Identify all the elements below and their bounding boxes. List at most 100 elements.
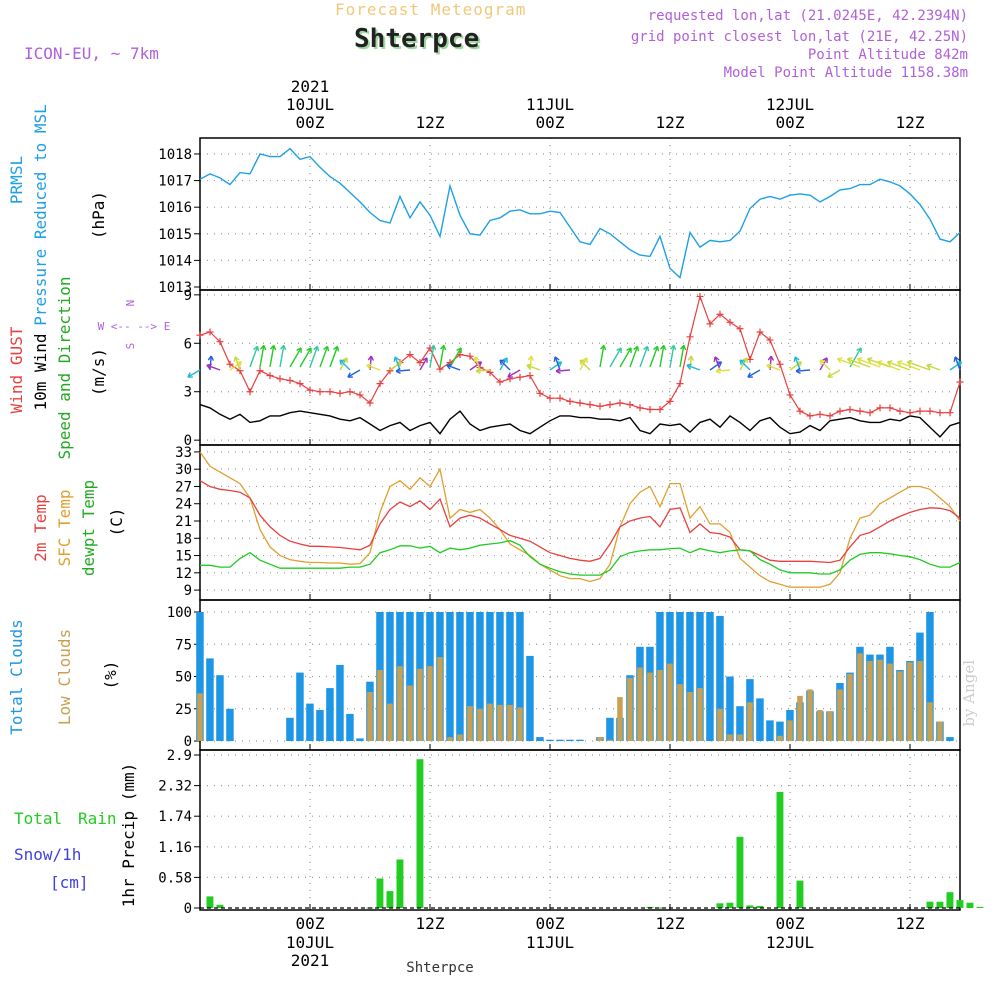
wind-arrow-head	[526, 363, 532, 370]
wind-arrow-head	[553, 356, 560, 362]
sfc-temp-line	[199, 451, 961, 588]
wind-arrow-head	[555, 367, 561, 375]
y-tick-label: 2.32	[158, 779, 192, 795]
low-cloud-bar	[427, 666, 433, 741]
wind-direction-arrow	[669, 345, 675, 368]
wind-arrow-head	[422, 357, 428, 363]
wind-arrow-head	[187, 372, 193, 378]
total-cloud-bar	[766, 720, 774, 741]
rain-bar	[206, 896, 214, 908]
low-cloud-bar	[657, 670, 663, 741]
wind10-label: 10m Wind	[31, 333, 50, 410]
y-tick-label: 1016	[158, 200, 192, 216]
low-cloud-bar	[407, 685, 413, 741]
pressure-unit-label: (hPa)	[89, 191, 108, 239]
t2m-label: 2m Temp	[31, 494, 50, 561]
wind-direction-arrow	[689, 355, 692, 371]
day-label-bottom: 12JUL	[766, 933, 814, 952]
y-tick-label: 3	[184, 385, 192, 401]
y-tick-label: 6	[184, 336, 192, 352]
wind-direction-arrow	[714, 356, 721, 371]
x-tick-label-bottom: 00Z	[776, 914, 805, 933]
low-cloud-bar	[797, 695, 803, 741]
y-tick-label: 1015	[158, 227, 192, 243]
wind-direction-arrow	[747, 369, 761, 378]
wind-direction-label: Speed and Direction	[55, 276, 74, 459]
wind-arrow-head	[793, 356, 800, 362]
gust-marker	[216, 338, 224, 346]
wind-arrow-head	[347, 372, 353, 378]
wind-arrow-head	[660, 344, 667, 351]
total-cloud-bar	[686, 612, 694, 741]
x-tick-label-bottom: 00Z	[536, 914, 565, 933]
wind-arrow-head	[233, 356, 240, 362]
gust-marker	[296, 380, 304, 388]
total-cloud-bar	[326, 688, 334, 741]
gust-marker	[576, 399, 584, 407]
gust-marker	[926, 407, 934, 415]
total-cloud-bar	[336, 664, 344, 741]
gust-marker	[646, 405, 654, 413]
gust-marker	[246, 388, 254, 396]
wind-arrow-head	[616, 347, 622, 353]
wind-arrow-head	[747, 372, 753, 378]
low-clouds-label: Low Clouds	[55, 629, 74, 725]
y-tick-label: 1.74	[158, 809, 192, 825]
low-cloud-bar	[807, 689, 813, 741]
wind-arrow-head	[739, 359, 746, 366]
y-tick-label: 100	[167, 605, 192, 621]
wind-arrow-head	[795, 367, 801, 375]
wind-arrow-head	[207, 355, 215, 361]
wind-direction-arrow	[555, 369, 571, 372]
wind-direction-arrow	[827, 369, 841, 378]
gust-marker	[796, 407, 804, 415]
panel-frame	[199, 599, 961, 751]
gust-marker	[566, 397, 574, 405]
gust-marker	[806, 412, 814, 420]
wind-direction-arrow	[679, 345, 685, 368]
gust-marker	[196, 331, 204, 339]
gust-marker	[546, 394, 554, 402]
y-tick-label: 1.16	[158, 840, 192, 856]
total-cloud-bar	[516, 612, 524, 741]
wind-direction-arrow	[857, 358, 881, 368]
day-label-top: 12JUL	[766, 95, 814, 114]
wind-direction-arrow	[649, 346, 659, 368]
rain-bar	[416, 759, 424, 908]
x-tick-label-top: 00Z	[296, 113, 325, 132]
total-cloud-bar	[346, 713, 354, 741]
low-cloud-bar	[847, 673, 853, 741]
low-cloud-bar	[197, 693, 203, 741]
total-cloud-bar	[296, 672, 304, 741]
low-cloud-bar	[617, 697, 623, 741]
gust-marker	[866, 409, 874, 417]
gust-marker	[586, 401, 594, 409]
wind-direction-arrow	[369, 355, 372, 371]
station-title: Shterpce	[354, 24, 480, 54]
total-cloud-bar	[736, 706, 744, 741]
gust-marker	[336, 389, 344, 397]
gust-marker	[756, 328, 764, 336]
gust-marker	[696, 292, 704, 300]
rain-label-rain: Rain	[78, 809, 117, 828]
gust-marker	[496, 378, 504, 386]
low-cloud-bar	[457, 734, 463, 741]
wind-direction-arrow	[686, 364, 701, 371]
low-cloud-bar	[827, 711, 833, 741]
rain-bar	[376, 878, 384, 908]
wind-arrow-head	[499, 359, 506, 366]
y-tick-label: 30	[175, 462, 192, 478]
gust-marker	[636, 404, 644, 412]
wind-direction-arrow	[847, 358, 871, 368]
wind-direction-arrow	[789, 361, 802, 371]
low-cloud-bar	[817, 710, 823, 741]
x-tick-label-top: 00Z	[776, 113, 805, 132]
low-cloud-bar	[777, 735, 783, 741]
gust-marker	[346, 388, 354, 396]
wind-direction-arrow	[529, 355, 532, 371]
rain-bar	[966, 902, 974, 908]
wind-arrow-head	[270, 344, 277, 351]
wind-arrow-head	[886, 360, 893, 367]
total-cloud-bar	[226, 708, 234, 742]
low-cloud-bar	[497, 704, 503, 741]
